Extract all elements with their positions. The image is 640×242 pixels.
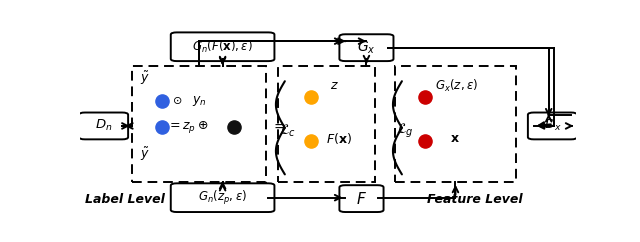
Text: $\mathcal{L}_c$: $\mathcal{L}_c$ (280, 122, 296, 139)
Text: $D_n$: $D_n$ (95, 118, 112, 134)
Point (228, 125, 239, 129)
Point (305, 139, 316, 143)
Point (420, 95, 430, 99)
Text: $F$: $F$ (356, 191, 367, 207)
FancyBboxPatch shape (171, 32, 275, 61)
FancyBboxPatch shape (171, 183, 275, 212)
FancyBboxPatch shape (339, 34, 394, 61)
Text: $\odot$: $\odot$ (172, 95, 182, 106)
Text: $G_n(F(\mathbf{x}), \varepsilon)$: $G_n(F(\mathbf{x}), \varepsilon)$ (192, 39, 253, 55)
Bar (132, 66, 266, 182)
Text: $z$: $z$ (330, 79, 339, 92)
Text: $F(\mathbf{x})$: $F(\mathbf{x})$ (326, 131, 351, 146)
Point (157, 125, 167, 129)
Bar (278, 66, 375, 182)
Text: $\mathbf{x}$: $\mathbf{x}$ (449, 132, 460, 145)
Text: $y_n$: $y_n$ (191, 94, 206, 108)
Text: $G_n(z_p , \varepsilon)$: $G_n(z_p , \varepsilon)$ (198, 189, 247, 207)
Text: $G_x(z, \varepsilon)$: $G_x(z, \varepsilon)$ (435, 78, 477, 94)
Text: $\tilde{y}$: $\tilde{y}$ (140, 70, 149, 87)
Text: $D_x$: $D_x$ (543, 118, 561, 134)
FancyBboxPatch shape (79, 113, 128, 139)
Point (157, 99, 167, 103)
Text: $G_x$: $G_x$ (357, 39, 376, 56)
FancyBboxPatch shape (528, 113, 577, 139)
Text: Feature Level: Feature Level (428, 193, 523, 206)
Text: $\tilde{y}$: $\tilde{y}$ (140, 145, 149, 163)
Bar (395, 66, 516, 182)
Point (305, 95, 316, 99)
Text: $= z_p \oplus$: $= z_p \oplus$ (167, 119, 209, 135)
Point (420, 139, 430, 143)
Text: $\mathcal{L}_g$: $\mathcal{L}_g$ (396, 121, 414, 140)
Text: Label Level: Label Level (85, 193, 165, 206)
Text: $=$: $=$ (271, 119, 286, 133)
FancyBboxPatch shape (339, 185, 383, 212)
